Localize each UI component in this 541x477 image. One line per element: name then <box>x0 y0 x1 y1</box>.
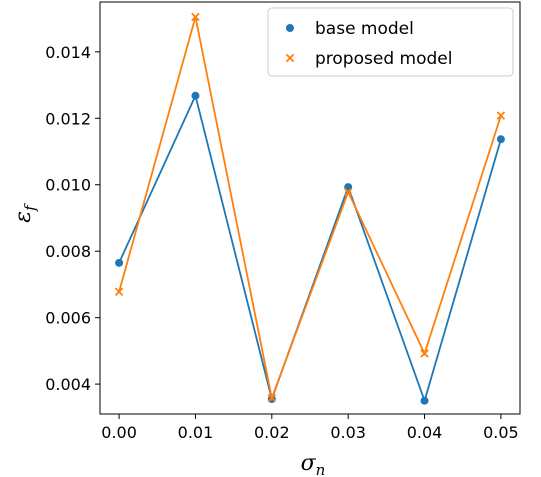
x-tick-label: 0.04 <box>407 423 443 442</box>
y-tick-label: 0.006 <box>45 309 91 328</box>
x-tick-label: 0.03 <box>330 423 366 442</box>
legend-base-model-marker <box>286 24 294 32</box>
x-tick-label: 0.05 <box>483 423 519 442</box>
x-axis-label-subscript: n <box>316 461 326 477</box>
y-tick-label: 0.004 <box>45 375 91 394</box>
proposed-model-point <box>114 287 124 296</box>
ticks-layer: 0.00 0.01 0.02 0.03 0.04 0.05 0.004 0.006 0.008 0… <box>45 43 519 442</box>
proposed-model-point-stroke <box>114 287 124 296</box>
base-model-point <box>115 258 124 267</box>
base-model-point <box>496 135 505 144</box>
y-tick-label: 0.010 <box>45 176 91 195</box>
x-axis-label: σn <box>301 451 326 477</box>
y-tick-label: 0.008 <box>45 242 91 261</box>
legend-proposed-model-label: proposed model <box>315 49 452 69</box>
series-layer <box>114 12 506 405</box>
proposed-model-point <box>496 111 506 120</box>
y-tick-label: 0.012 <box>45 109 91 128</box>
legend-box <box>267 7 514 77</box>
y-tick-label: 0.014 <box>45 43 91 62</box>
x-tick-label: 0.01 <box>178 423 214 442</box>
legend-base-model-label: base model <box>315 19 414 39</box>
legend-proposed-model-marker <box>285 53 295 63</box>
proposed-model-point-stroke <box>343 187 353 197</box>
legend-proposed-model-marker-stroke <box>285 53 295 63</box>
proposed-model-point-stroke <box>191 12 200 22</box>
legend: base model proposed model <box>267 7 514 77</box>
x-tick-label: 0.02 <box>254 423 290 442</box>
base-model-point <box>420 396 429 405</box>
proposed-model-line <box>118 16 502 402</box>
proposed-model-point <box>343 187 353 197</box>
proposed-model-point-stroke <box>267 393 277 403</box>
proposed-model-point-stroke <box>420 349 429 358</box>
y-axis-label: εf <box>11 203 39 223</box>
y-axis-label-subscript: f <box>21 203 39 212</box>
proposed-model-point <box>420 349 429 358</box>
proposed-model-point <box>191 12 200 22</box>
proposed-model-point <box>267 393 277 403</box>
x-tick-label: 0.00 <box>101 423 137 442</box>
base-model-point <box>191 91 200 100</box>
proposed-model-point-stroke <box>496 111 506 120</box>
